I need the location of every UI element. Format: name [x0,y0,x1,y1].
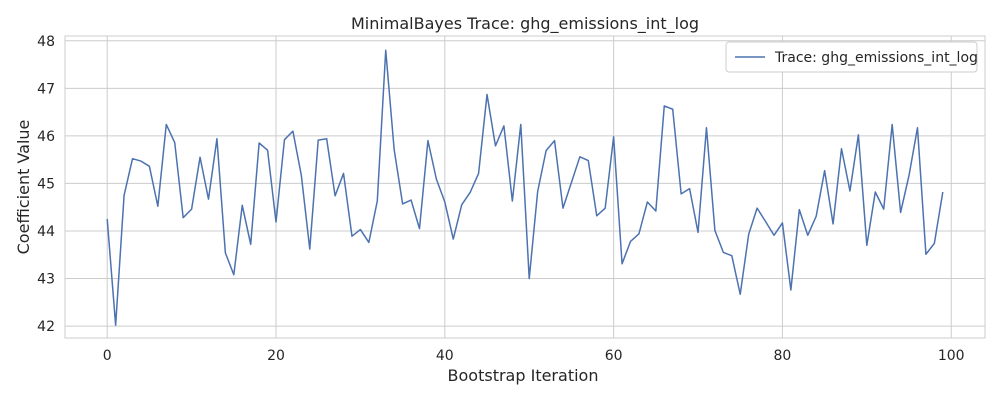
x-axis-label: Bootstrap Iteration [448,366,599,385]
series-line [106,49,944,326]
y-tick-label: 44 [37,224,55,240]
legend-box [725,41,978,73]
y-tick-label: 47 [37,81,55,97]
x-tick-label: 20 [267,348,285,364]
y-tick-label: 43 [37,272,55,288]
y-tick-label: 45 [37,176,55,192]
x-tick-label: 100 [938,348,965,364]
x-axis-ticks: 0 20 40 60 80 100 [103,348,965,364]
plot-area [106,49,944,326]
x-tick-label: 60 [605,348,623,364]
legend: Trace: ghg_emissions_int_log [725,41,978,73]
grid-lines [64,35,986,339]
y-axis-label: Coefficient Value [14,120,33,255]
y-tick-label: 48 [37,34,55,50]
y-tick-label: 42 [37,319,55,335]
x-tick-label: 40 [436,348,454,364]
chart-title: MinimalBayes Trace: ghg_emissions_int_lo… [351,14,699,34]
legend-entry: Trace: ghg_emissions_int_log [774,50,978,66]
y-axis-ticks: 42 43 44 45 46 47 48 [37,34,55,335]
x-tick-label: 0 [103,348,112,364]
x-tick-label: 80 [774,348,792,364]
plot-frame [64,35,986,339]
y-tick-label: 46 [37,129,55,145]
